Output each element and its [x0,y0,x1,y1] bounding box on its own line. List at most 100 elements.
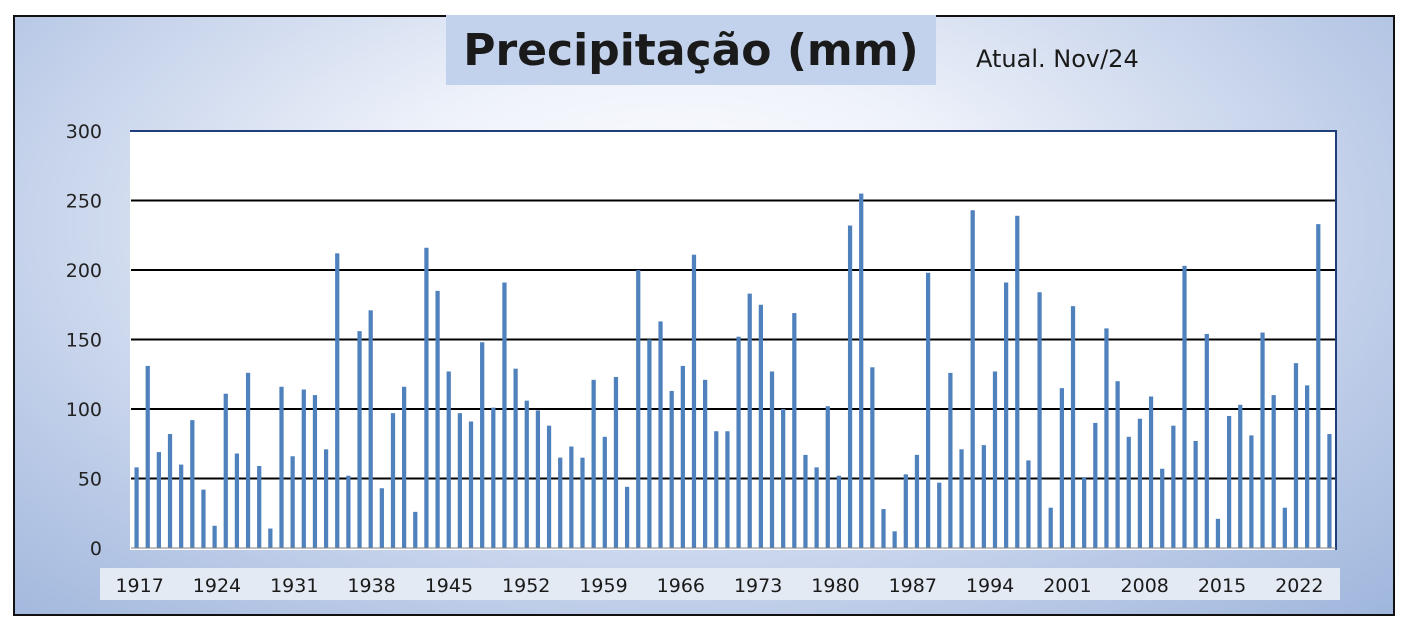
bar-1932 [301,389,306,548]
bar-1933 [312,395,318,548]
bar-1984 [881,509,886,548]
bar-1945 [446,371,451,548]
bar-1989 [937,482,942,548]
chart-subtitle: Atual. Nov/24 [976,45,1139,73]
bar-2024 [1327,434,1332,548]
bar-1999 [1048,507,1053,548]
bar-1920 [167,434,173,548]
bar-1928 [257,465,262,548]
bar-1967 [691,254,697,548]
bar-1934 [323,449,329,548]
bar-2009 [1160,468,1165,548]
x-tick-label: 2015 [1198,575,1246,597]
bar-1995 [1004,282,1009,548]
x-tick-label: 1938 [347,575,395,597]
bar-1953 [535,410,541,548]
bar-1959 [602,436,607,548]
y-tick-label: 200 [66,260,102,282]
x-tick-label: 1931 [270,575,318,597]
bar-1917 [134,467,139,548]
bar-1935 [335,253,340,548]
x-tick-label: 1994 [966,575,1014,597]
bar-1937 [357,331,362,548]
y-tick-label: 150 [66,330,102,352]
bar-1955 [558,457,563,548]
bar-1962 [636,270,641,548]
bar-2007 [1137,418,1143,548]
bar-2012 [1193,440,1198,548]
y-tick-label: 50 [78,469,102,491]
bar-2013 [1204,333,1209,548]
bar-1981 [847,225,853,548]
bar-2019 [1271,395,1276,548]
bar-1939 [379,488,384,548]
x-tick-label: 1924 [193,575,241,597]
bar-1968 [703,379,708,548]
bar-1919 [156,452,161,548]
bar-1950 [502,282,507,548]
x-tick-label: 1917 [115,575,163,597]
x-tick-label: 1945 [425,575,473,597]
x-tick-label: 2001 [1043,575,1091,597]
bar-1994 [992,371,998,548]
bar-1976 [792,313,797,548]
y-tick-label: 300 [66,121,102,143]
bar-1943 [424,247,429,548]
bar-1930 [279,386,284,548]
x-axis-label-strip [100,568,1340,600]
bar-1965 [669,390,674,548]
bar-1964 [658,321,663,548]
bar-1921 [179,464,184,548]
x-tick-label: 1952 [502,575,550,597]
bar-2015 [1226,415,1232,548]
bar-2022 [1305,385,1310,548]
bar-1931 [290,456,295,548]
bar-1941 [402,386,407,548]
bar-2003 [1093,422,1098,548]
bar-1938 [368,310,373,548]
bar-1927 [245,372,251,548]
bar-1996 [1015,215,1020,549]
bar-1926 [234,453,240,548]
bar-2000 [1059,388,1064,548]
bar-1952 [524,400,529,548]
bar-1957 [580,457,585,548]
bar-1987 [914,454,920,548]
bar-2016 [1238,404,1243,548]
bar-2014 [1215,518,1221,548]
bar-1947 [468,421,474,548]
bar-2011 [1182,265,1187,548]
bar-1960 [613,377,619,548]
bar-1936 [346,475,351,548]
y-tick-label: 100 [66,399,102,421]
bar-2018 [1260,332,1265,548]
bar-1975 [781,409,786,548]
x-tick-label: 1959 [579,575,627,597]
bar-1990 [948,372,953,548]
bar-1961 [624,486,630,548]
x-tick-label: 1966 [657,575,705,597]
bar-1980 [836,475,842,548]
bar-1944 [435,290,440,548]
bar-1969 [714,431,719,548]
bar-1979 [825,406,830,548]
bar-1918 [145,365,150,548]
bar-2002 [1082,477,1087,548]
bar-1951 [513,368,518,548]
bar-1986 [903,474,908,548]
bar-1956 [569,446,574,548]
bar-1929 [268,528,273,548]
bar-1946 [457,413,462,548]
bar-2017 [1249,435,1254,548]
bar-1958 [591,379,596,548]
bar-1948 [480,342,485,548]
bar-1963 [647,339,652,548]
bar-1988 [925,272,931,548]
bar-2021 [1293,363,1299,548]
bar-1966 [680,365,685,548]
bar-1974 [769,371,775,548]
x-tick-label: 2008 [1121,575,1169,597]
bar-1954 [546,425,552,548]
bar-2005 [1115,381,1120,548]
bar-1925 [223,393,228,548]
